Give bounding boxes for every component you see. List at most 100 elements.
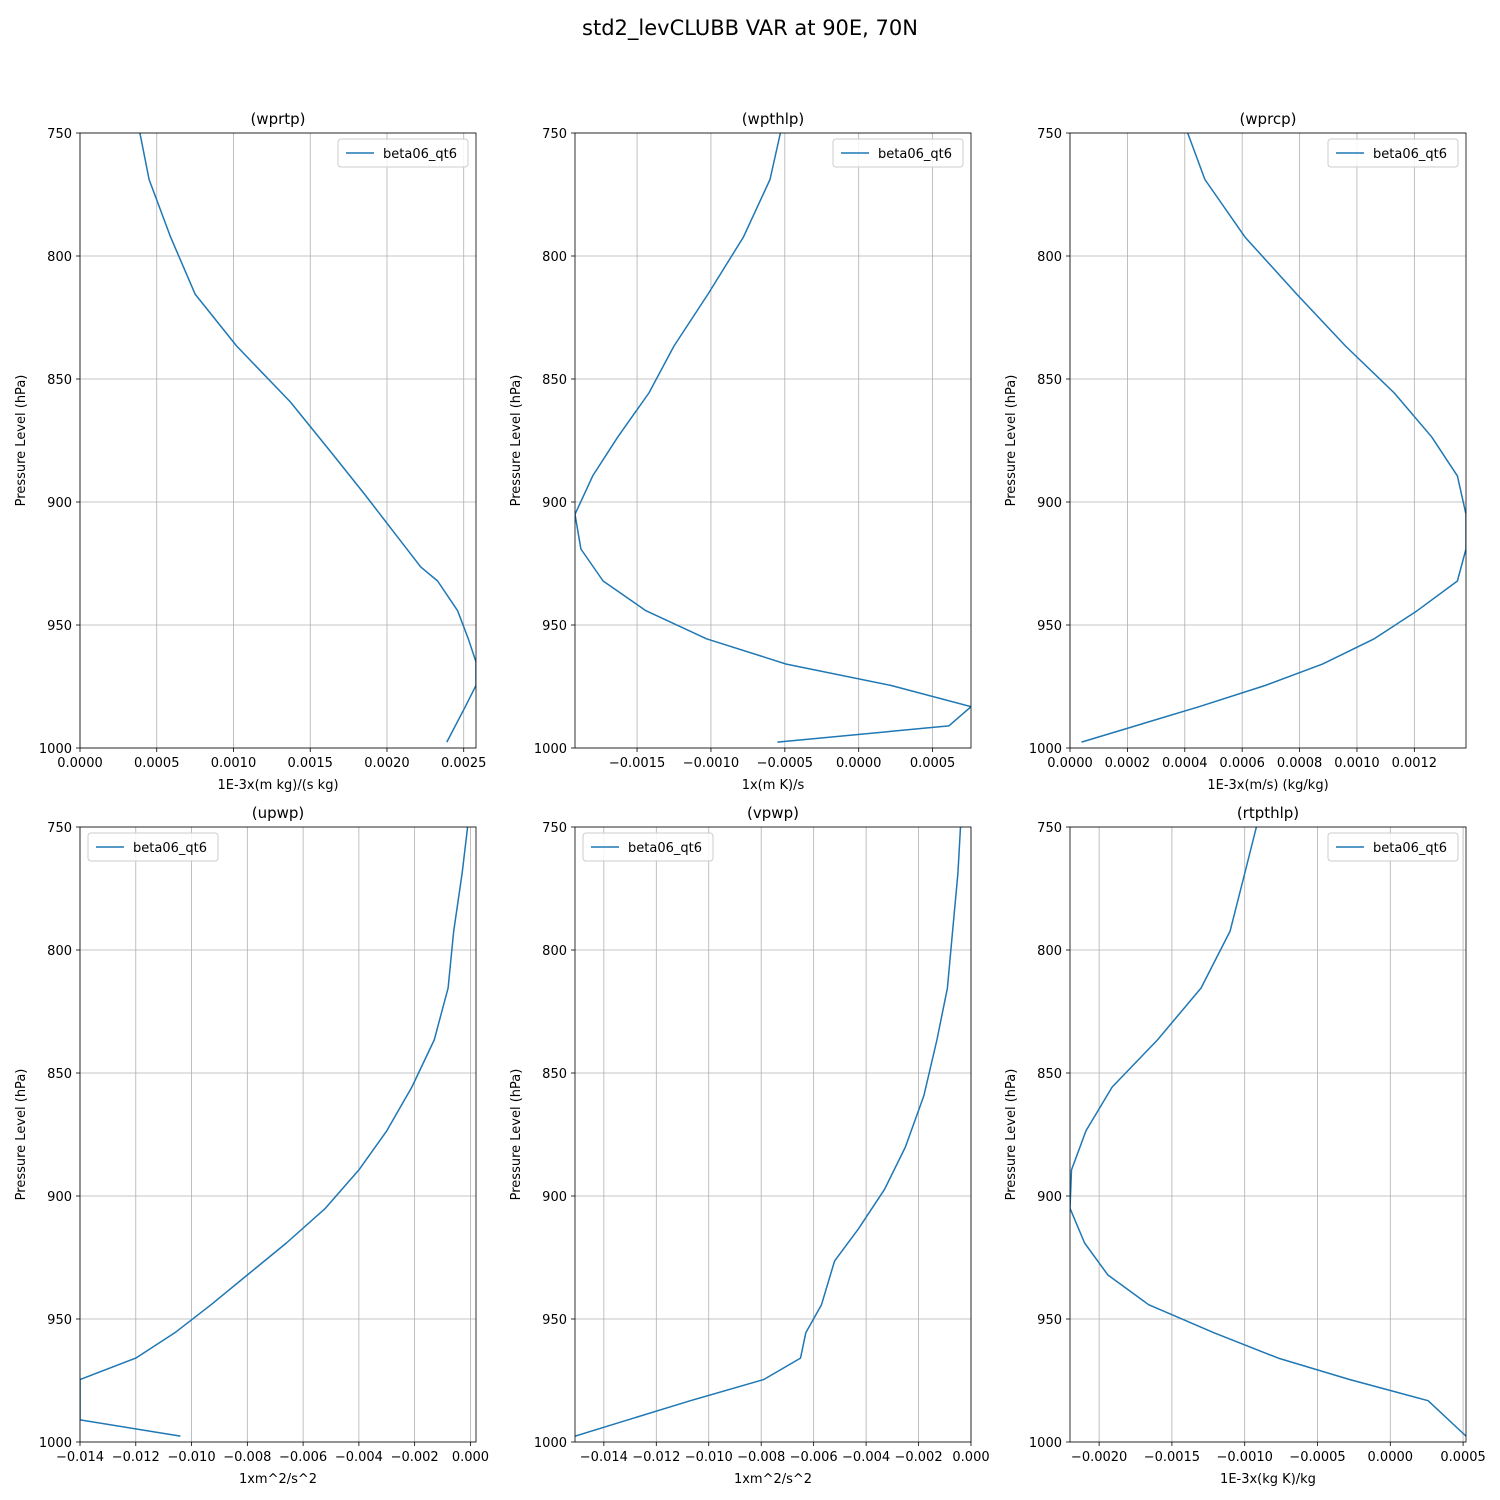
x-axis-label: 1xm^2/s^2 (734, 1472, 812, 1487)
subplot-title: (upwp) (252, 804, 305, 822)
subplot-3: 0.0000 0.0002 0.0004 0.0006 0.0008 0.0010 0.00… (1004, 110, 1467, 793)
y-tick-label: 750 (47, 127, 72, 142)
x-tick-label: −0.004 (335, 1450, 383, 1465)
y-tick-label: 850 (47, 1067, 72, 1082)
x-tick-label: 0.0005 (910, 756, 956, 771)
legend: beta06_qt6 (1327, 832, 1459, 862)
y-tick-label: 750 (542, 127, 567, 142)
legend: beta06_qt6 (582, 832, 714, 862)
subplot-title: (vpwp) (747, 804, 799, 822)
legend-label: beta06_qt6 (878, 147, 952, 162)
series-line (139, 133, 476, 743)
x-tick-label: 0.0002 (1105, 756, 1151, 771)
x-axis-label: 1E-3x(m kg)/(s kg) (217, 778, 338, 793)
y-tick-label: 900 (47, 1190, 72, 1205)
x-tick-label: −0.006 (790, 1450, 838, 1465)
y-tick-label: 800 (47, 250, 72, 265)
legend-label: beta06_qt6 (1373, 841, 1447, 856)
x-tick-label: 0.0000 (1368, 1450, 1414, 1465)
subplot-1: 0.0000 0.0005 0.0010 0.0015 0.0020 0.0025 750 8… (14, 110, 486, 793)
x-tick-label: −0.012 (112, 1450, 160, 1465)
x-tick-label: −0.0010 (1217, 1450, 1273, 1465)
subplot-4: −0.014 −0.012 −0.010 −0.008 −0.006 −0.004 −0.0… (14, 804, 489, 1487)
axes-frame (1069, 826, 1467, 1443)
axes-frame (79, 132, 477, 749)
x-tick-label: −0.004 (842, 1450, 890, 1465)
axes-frame (1069, 132, 1467, 749)
y-tick-label: 1000 (39, 1436, 72, 1451)
x-axis-label: 1E-3x(m/s) (kg/kg) (1207, 778, 1328, 793)
y-axis-label: Pressure Level (hPa) (1004, 375, 1019, 507)
x-tick-label: 0.0010 (1334, 756, 1380, 771)
x-axis-label: 1xm^2/s^2 (239, 1472, 317, 1487)
x-tick-label: −0.012 (632, 1450, 680, 1465)
series-line (575, 133, 971, 743)
x-tick-label: −0.010 (685, 1450, 733, 1465)
legend-label: beta06_qt6 (1373, 147, 1447, 162)
x-tick-label: 0.0010 (211, 756, 257, 771)
x-tick-label: 0.0020 (364, 756, 410, 771)
x-tick-label: 0.0015 (287, 756, 333, 771)
y-tick-label: 1000 (534, 1436, 567, 1451)
x-tick-label: 0.0006 (1219, 756, 1265, 771)
legend-box (337, 138, 469, 168)
y-axis-label: Pressure Level (hPa) (509, 375, 524, 507)
subplot-6: −0.0020 −0.0015 −0.0010 −0.0005 0.0000 0.0005… (1004, 804, 1486, 1487)
y-tick-label: 800 (542, 944, 567, 959)
legend-box (832, 138, 964, 168)
legend: beta06_qt6 (1327, 138, 1459, 168)
axes-frame (79, 826, 477, 1443)
x-tick-label: −0.002 (894, 1450, 942, 1465)
y-tick-label: 1000 (39, 742, 72, 757)
legend: beta06_qt6 (337, 138, 469, 168)
y-tick-label: 800 (542, 250, 567, 265)
legend-label: beta06_qt6 (133, 841, 207, 856)
y-tick-label: 850 (1037, 1067, 1062, 1082)
y-tick-label: 900 (1037, 1190, 1062, 1205)
y-tick-label: 800 (1037, 250, 1062, 265)
y-tick-label: 900 (1037, 496, 1062, 511)
x-tick-label: −0.014 (56, 1450, 104, 1465)
x-tick-label: 0.0004 (1162, 756, 1208, 771)
x-tick-label: −0.0015 (1144, 1450, 1200, 1465)
x-tick-label: −0.0015 (609, 756, 665, 771)
y-tick-label: 900 (542, 1190, 567, 1205)
series-line (80, 827, 469, 1437)
y-tick-label: 950 (542, 1313, 567, 1328)
y-tick-label: 750 (47, 821, 72, 836)
x-tick-label: −0.0005 (757, 756, 813, 771)
y-tick-label: 850 (1037, 373, 1062, 388)
legend-label: beta06_qt6 (383, 147, 457, 162)
legend: beta06_qt6 (87, 832, 219, 862)
subplot-title: (rtpthlp) (1237, 804, 1299, 822)
y-tick-label: 1000 (1029, 1436, 1062, 1451)
legend-box (1327, 138, 1459, 168)
y-tick-label: 950 (47, 1313, 72, 1328)
y-tick-label: 800 (47, 944, 72, 959)
subplot-title: (wprcp) (1239, 110, 1296, 128)
y-tick-label: 850 (47, 373, 72, 388)
x-tick-label: 0.0000 (836, 756, 882, 771)
series-line (575, 827, 962, 1437)
figure-title: std2_levCLUBB VAR at 90E, 70N (582, 16, 918, 40)
x-tick-label: 0.0008 (1277, 756, 1323, 771)
y-tick-label: 1000 (534, 742, 567, 757)
x-tick-label: 0.0000 (1047, 756, 1093, 771)
axes-frame (574, 826, 972, 1443)
series-line (1070, 827, 1466, 1437)
x-axis-label: 1x(m K)/s (742, 778, 805, 793)
x-tick-label: −0.014 (580, 1450, 628, 1465)
subplot-2: −0.0015 −0.0010 −0.0005 0.0000 0.0005 750 800 8… (509, 110, 972, 793)
y-tick-label: 800 (1037, 944, 1062, 959)
x-tick-label: 0.0005 (134, 756, 180, 771)
y-tick-label: 750 (542, 821, 567, 836)
y-tick-label: 1000 (1029, 742, 1062, 757)
y-tick-label: 850 (542, 373, 567, 388)
x-tick-label: 0.0012 (1392, 756, 1438, 771)
legend: beta06_qt6 (832, 138, 964, 168)
x-tick-label: −0.008 (737, 1450, 785, 1465)
y-tick-label: 750 (1037, 127, 1062, 142)
y-tick-label: 900 (542, 496, 567, 511)
y-tick-label: 850 (542, 1067, 567, 1082)
